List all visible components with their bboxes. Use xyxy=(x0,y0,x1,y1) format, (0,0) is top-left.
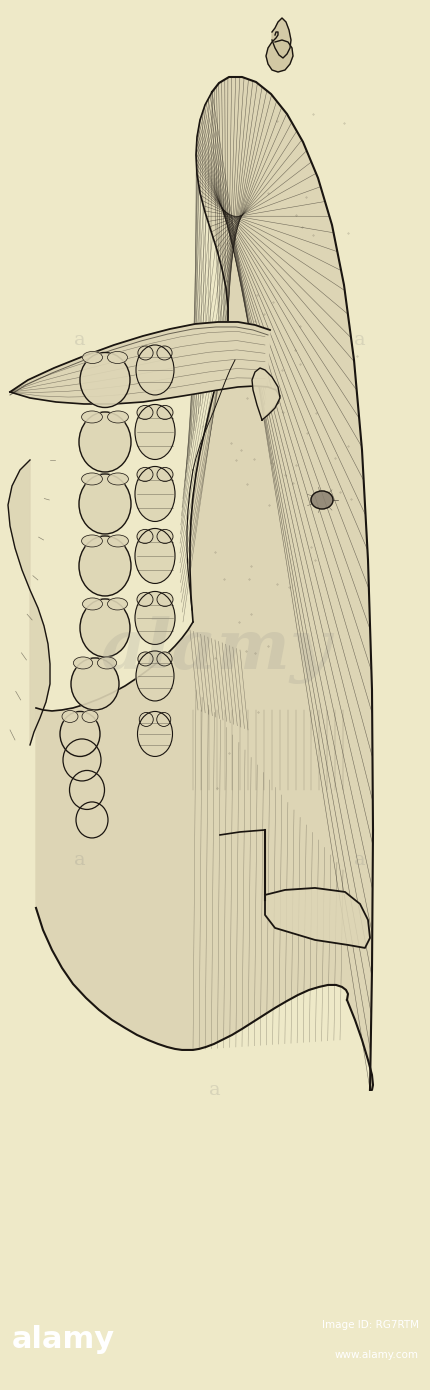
Ellipse shape xyxy=(137,712,172,756)
Ellipse shape xyxy=(69,770,104,809)
Text: www.alamy.com: www.alamy.com xyxy=(334,1350,418,1359)
Ellipse shape xyxy=(139,713,153,727)
Ellipse shape xyxy=(107,352,127,363)
Ellipse shape xyxy=(81,411,102,423)
Text: alamy: alamy xyxy=(100,616,329,684)
Ellipse shape xyxy=(79,474,131,534)
Ellipse shape xyxy=(82,710,98,723)
Ellipse shape xyxy=(82,598,102,610)
Ellipse shape xyxy=(135,467,175,521)
Ellipse shape xyxy=(157,652,172,666)
Polygon shape xyxy=(271,18,290,58)
Polygon shape xyxy=(252,368,280,420)
Ellipse shape xyxy=(137,592,153,606)
Ellipse shape xyxy=(107,598,127,610)
Text: a: a xyxy=(353,851,365,869)
Ellipse shape xyxy=(63,739,101,781)
Ellipse shape xyxy=(108,411,128,423)
Text: a: a xyxy=(209,1081,220,1099)
Ellipse shape xyxy=(76,802,108,838)
Ellipse shape xyxy=(136,651,174,701)
Ellipse shape xyxy=(79,411,131,473)
Ellipse shape xyxy=(135,404,175,460)
Ellipse shape xyxy=(137,467,153,481)
Text: a: a xyxy=(353,331,365,349)
Ellipse shape xyxy=(157,713,170,727)
Ellipse shape xyxy=(157,530,172,543)
Ellipse shape xyxy=(136,345,174,395)
Ellipse shape xyxy=(81,473,102,485)
Polygon shape xyxy=(265,32,292,72)
Ellipse shape xyxy=(79,537,131,596)
Ellipse shape xyxy=(135,528,175,584)
Polygon shape xyxy=(264,888,369,948)
Polygon shape xyxy=(10,322,280,417)
Text: Image ID: RG7RTM: Image ID: RG7RTM xyxy=(321,1320,418,1330)
Ellipse shape xyxy=(71,657,119,710)
Ellipse shape xyxy=(80,353,130,407)
Ellipse shape xyxy=(135,592,175,645)
Ellipse shape xyxy=(137,406,153,420)
Ellipse shape xyxy=(81,535,102,548)
Ellipse shape xyxy=(97,657,117,669)
Text: a: a xyxy=(74,851,86,869)
Ellipse shape xyxy=(137,530,153,543)
Ellipse shape xyxy=(73,657,92,669)
Ellipse shape xyxy=(60,712,100,756)
Ellipse shape xyxy=(157,406,172,420)
Ellipse shape xyxy=(157,592,172,606)
Polygon shape xyxy=(36,76,372,1090)
Ellipse shape xyxy=(108,535,128,548)
Ellipse shape xyxy=(80,599,130,657)
Ellipse shape xyxy=(138,346,153,360)
Ellipse shape xyxy=(157,467,172,481)
Ellipse shape xyxy=(310,491,332,509)
Ellipse shape xyxy=(62,710,78,723)
Polygon shape xyxy=(8,460,50,745)
Ellipse shape xyxy=(138,652,153,666)
Ellipse shape xyxy=(157,346,172,360)
Ellipse shape xyxy=(108,473,128,485)
Ellipse shape xyxy=(82,352,102,363)
Text: alamy: alamy xyxy=(12,1326,115,1354)
Text: a: a xyxy=(74,331,86,349)
